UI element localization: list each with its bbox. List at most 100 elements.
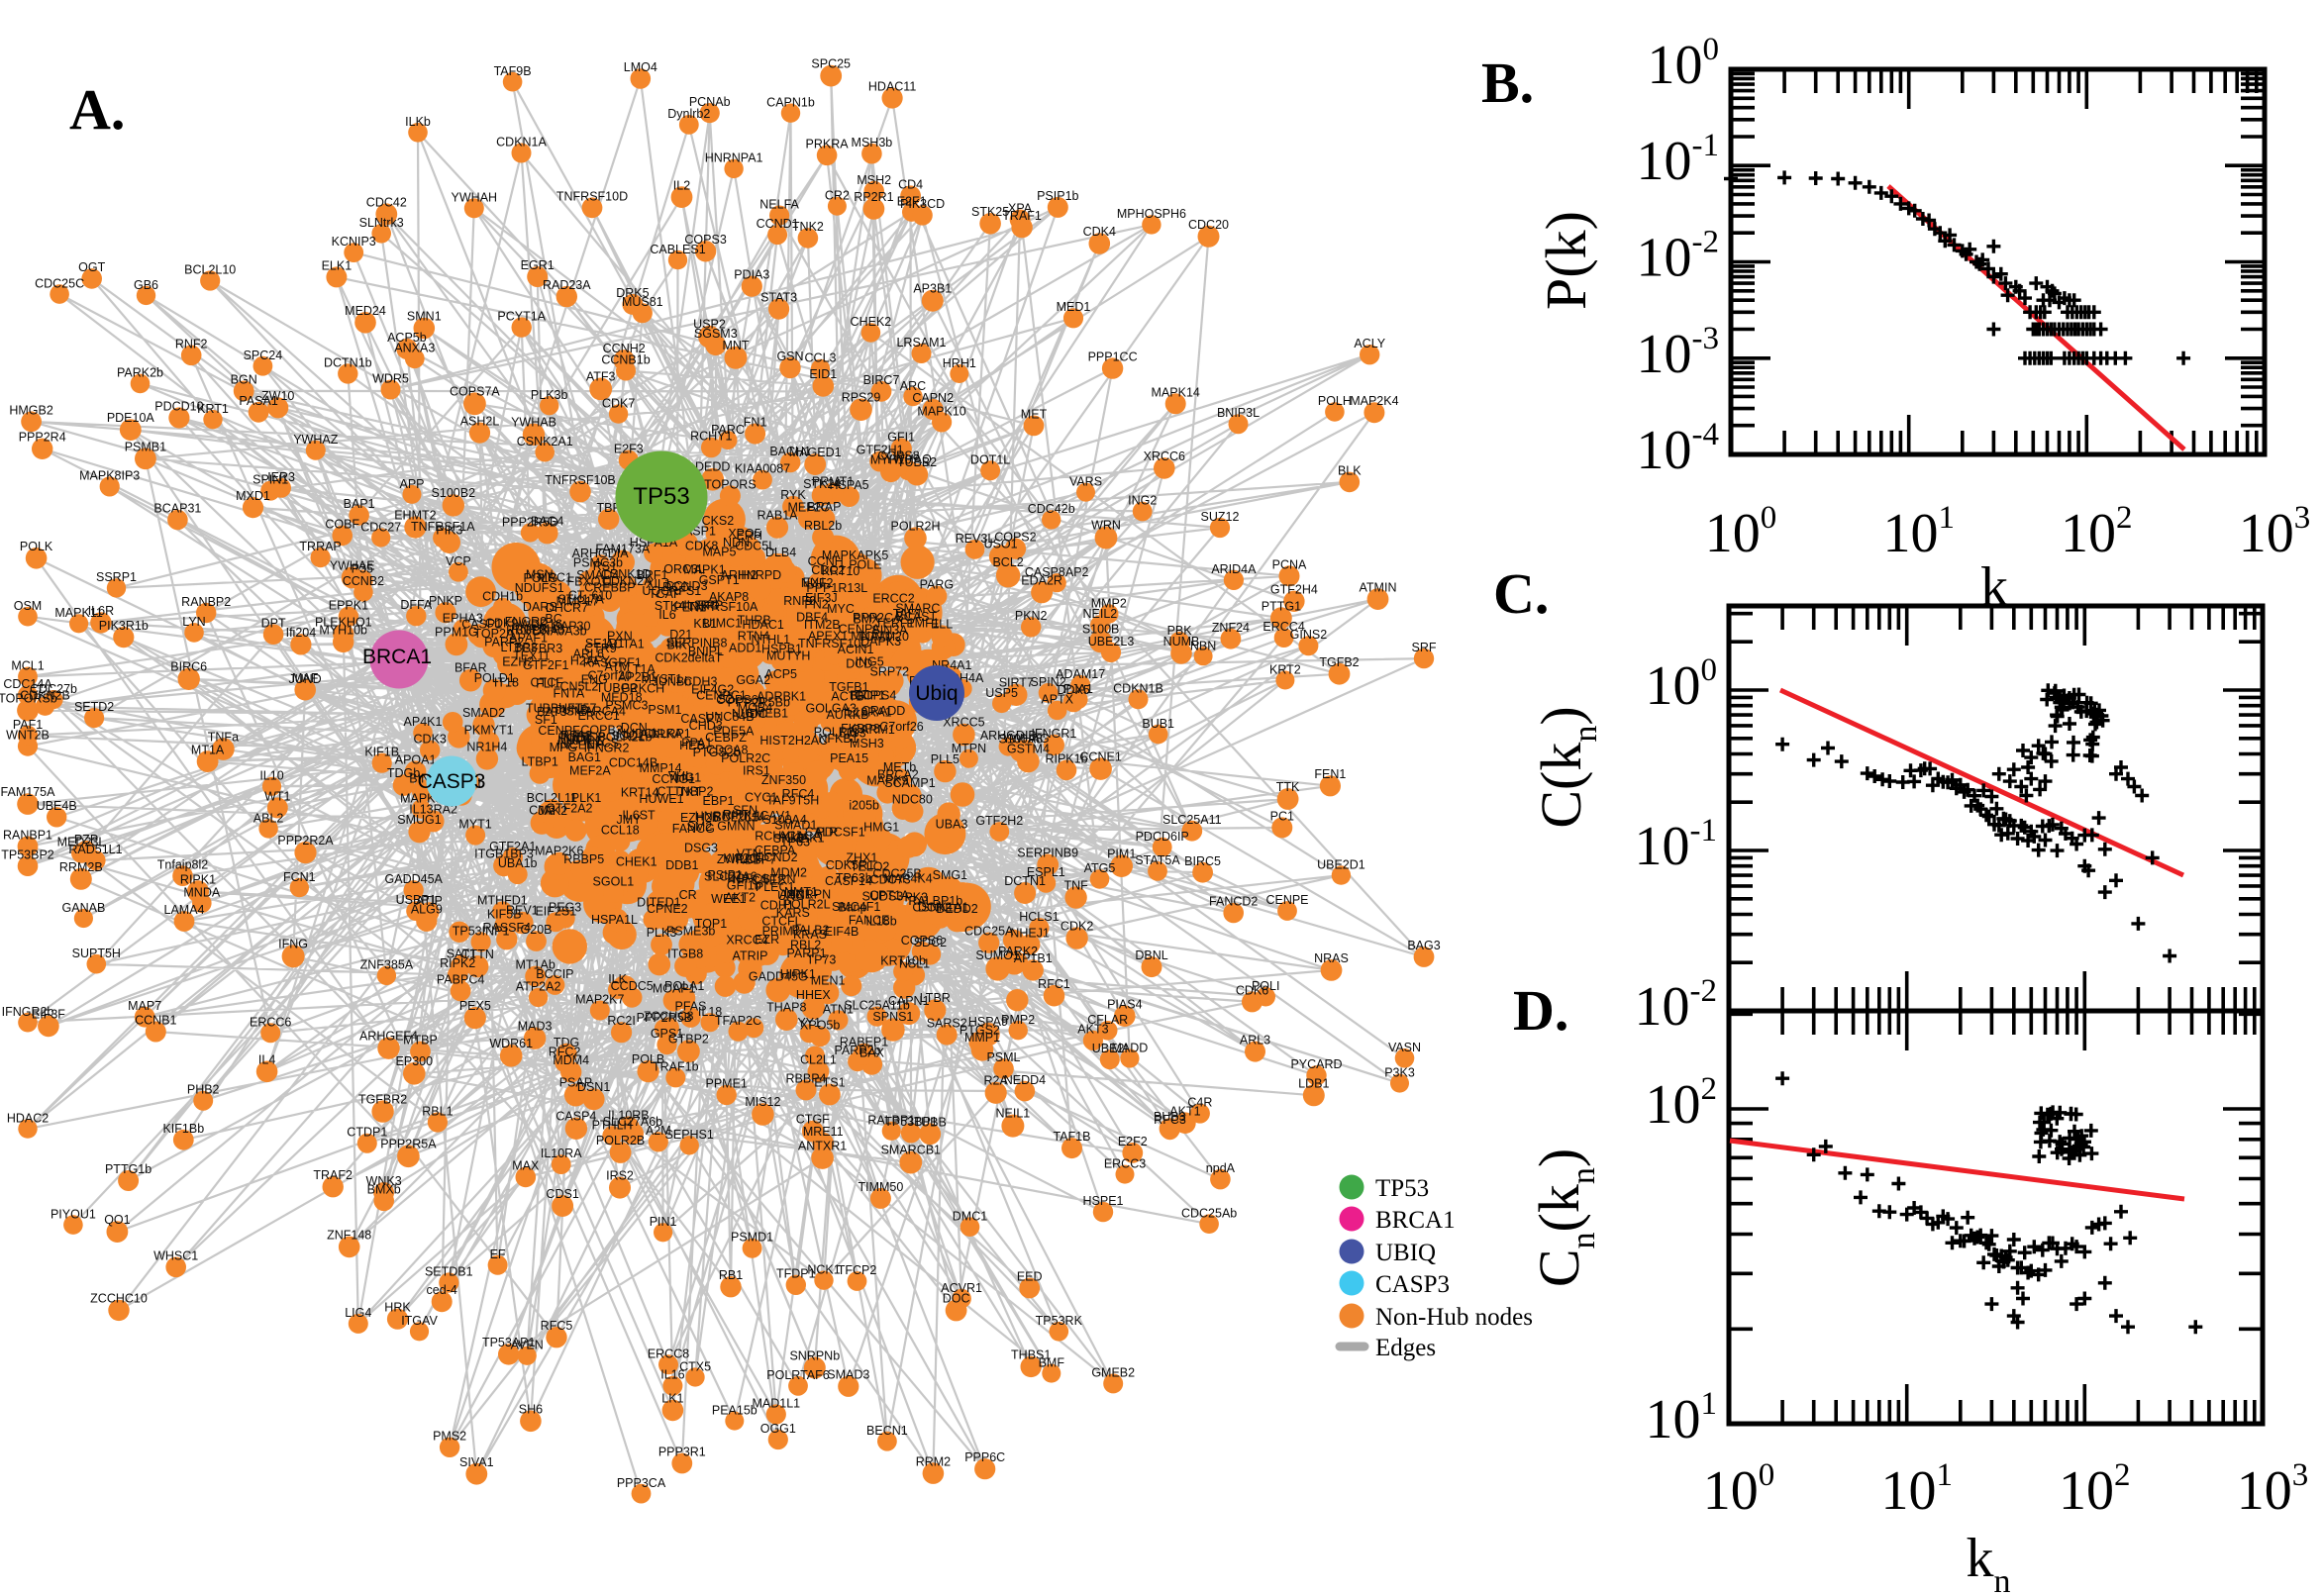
svg-text:UBIQ: UBIQ [1375, 1240, 1436, 1266]
svg-text:PFAS: PFAS [675, 999, 707, 1013]
svg-text:DSG3: DSG3 [684, 842, 718, 855]
svg-text:ACP5: ACP5 [764, 667, 797, 681]
svg-text:CTDP1: CTDP1 [347, 1126, 387, 1140]
svg-text:RPP: RPP [698, 598, 724, 612]
svg-text:Tnfaip8l2: Tnfaip8l2 [157, 858, 208, 872]
svg-text:H2AFY: H2AFY [570, 653, 611, 667]
svg-text:PTGS2b: PTGS2b [693, 746, 741, 759]
svg-text:SUPT5H: SUPT5H [72, 947, 121, 960]
svg-text:TOMM20: TOMM20 [858, 630, 909, 644]
svg-text:npdA: npdA [1206, 1161, 1236, 1175]
svg-text:CDC25B: CDC25B [872, 867, 921, 881]
svg-text:HIPK1: HIPK1 [780, 967, 816, 981]
svg-text:ARHGDIA: ARHGDIA [572, 547, 630, 560]
svg-text:MNAT1: MNAT1 [851, 630, 891, 644]
svg-text:RB1: RB1 [719, 1268, 743, 1282]
svg-text:GMNN: GMNN [717, 820, 755, 834]
svg-text:GADD45A: GADD45A [385, 872, 444, 886]
svg-text:TGFBR2: TGFBR2 [358, 1092, 407, 1106]
svg-text:RIPK1b: RIPK1b [1045, 752, 1087, 766]
svg-text:SEPHS1: SEPHS1 [665, 1128, 714, 1142]
svg-text:CDC73: CDC73 [870, 873, 911, 887]
svg-text:PBK: PBK [1167, 624, 1193, 638]
svg-text:RCHY1b: RCHY1b [755, 830, 803, 844]
svg-text:PCYT1A: PCYT1A [497, 309, 546, 323]
svg-text:CCL3: CCL3 [805, 351, 837, 365]
svg-text:PDIA3: PDIA3 [734, 268, 769, 282]
svg-text:FAM175A: FAM175A [1, 785, 56, 799]
svg-text:TELO2: TELO2 [851, 859, 890, 873]
svg-text:SLC27A6: SLC27A6 [704, 869, 758, 883]
svg-text:MAP2K6: MAP2K6 [535, 845, 583, 858]
svg-text:ROD1: ROD1 [557, 731, 592, 745]
svg-text:EIF2S1: EIF2S1 [535, 904, 576, 918]
svg-text:SETD2: SETD2 [74, 700, 114, 714]
svg-text:E2F2: E2F2 [1118, 1135, 1148, 1148]
svg-text:FANCD2: FANCD2 [1209, 895, 1258, 909]
svg-text:DBF4: DBF4 [796, 610, 828, 624]
svg-text:RYK: RYK [780, 488, 806, 502]
svg-text:UNG: UNG [777, 889, 805, 903]
svg-text:EZR: EZR [755, 933, 779, 947]
svg-text:CM2: CM2 [529, 803, 555, 817]
svg-text:GTF2A2: GTF2A2 [546, 802, 592, 816]
svg-text:TOP1: TOP1 [695, 917, 727, 931]
svg-text:PPME1: PPME1 [706, 1077, 748, 1091]
svg-text:LTBP1: LTBP1 [522, 755, 558, 769]
svg-text:HRK: HRK [384, 1301, 411, 1315]
svg-text:ATRIP: ATRIP [733, 949, 768, 963]
svg-text:CARM1: CARM1 [852, 723, 895, 737]
svg-text:POLR2I: POLR2I [814, 726, 858, 740]
svg-text:ADRBK1: ADRBK1 [757, 689, 806, 703]
svg-text:TGFB2: TGFB2 [1319, 655, 1359, 669]
svg-text:MAP7: MAP7 [128, 999, 161, 1013]
svg-text:SGSM3: SGSM3 [694, 327, 738, 341]
svg-text:JUND: JUND [288, 672, 321, 686]
svg-text:CDC42: CDC42 [366, 195, 407, 209]
svg-text:CPNE2: CPNE2 [647, 902, 688, 916]
svg-text:CCNG1: CCNG1 [652, 772, 695, 786]
svg-text:CYC1: CYC1 [745, 791, 777, 805]
svg-text:ATG5: ATG5 [1084, 861, 1116, 875]
svg-text:A2M: A2M [646, 1124, 671, 1138]
svg-text:MAP2K7: MAP2K7 [575, 992, 624, 1006]
svg-text:NRAS: NRAS [1314, 951, 1349, 965]
svg-text:UIMC1: UIMC1 [703, 617, 742, 631]
svg-text:NEDD4: NEDD4 [1004, 1073, 1046, 1087]
svg-text:CCNE1: CCNE1 [1079, 749, 1121, 763]
svg-text:SNRPNb: SNRPNb [789, 1349, 840, 1363]
svg-text:ABL2: ABL2 [253, 811, 284, 825]
svg-text:TUBB2: TUBB2 [897, 455, 937, 469]
svg-text:HSPE1: HSPE1 [1083, 1194, 1124, 1208]
svg-text:MAPKAPK5: MAPKAPK5 [822, 549, 888, 562]
svg-text:ZNF385A: ZNF385A [360, 958, 414, 972]
svg-text:BMX: BMX [854, 612, 881, 626]
svg-text:SLC25A11: SLC25A11 [1162, 813, 1222, 827]
svg-text:CDC2: CDC2 [811, 563, 845, 577]
svg-text:BAG3: BAG3 [1407, 939, 1440, 952]
svg-text:Non-Hub nodes: Non-Hub nodes [1375, 1304, 1533, 1331]
svg-text:GB6: GB6 [134, 278, 158, 292]
svg-text:DBNL: DBNL [1135, 948, 1167, 962]
svg-text:BIK: BIK [667, 639, 688, 652]
svg-text:VCP: VCP [446, 554, 471, 568]
svg-text:CDH1b: CDH1b [482, 590, 523, 604]
svg-text:KRAS: KRAS [793, 928, 827, 942]
svg-text:KRT10b: KRT10b [880, 953, 926, 967]
svg-text:BCL2L10: BCL2L10 [184, 262, 236, 276]
svg-text:NDC80: NDC80 [892, 792, 933, 806]
svg-text:PABPC4: PABPC4 [437, 973, 484, 987]
svg-text:SMAD2: SMAD2 [462, 706, 505, 720]
svg-text:ITM2B: ITM2B [804, 618, 841, 632]
svg-text:PRKRA: PRKRA [806, 138, 850, 151]
svg-text:ACTA1: ACTA1 [605, 638, 644, 651]
svg-text:CASP3: CASP3 [418, 770, 486, 793]
svg-text:CDC25Ab: CDC25Ab [1181, 1206, 1237, 1220]
svg-text:CAPN1b: CAPN1b [766, 96, 815, 110]
svg-text:ZHX1: ZHX1 [846, 850, 877, 864]
svg-text:MDM4: MDM4 [553, 1053, 589, 1067]
svg-text:CDK2: CDK2 [1060, 919, 1093, 933]
svg-text:PTTG1: PTTG1 [1262, 599, 1301, 613]
svg-text:PLK1: PLK1 [571, 791, 602, 805]
svg-text:CALR: CALR [805, 826, 838, 840]
